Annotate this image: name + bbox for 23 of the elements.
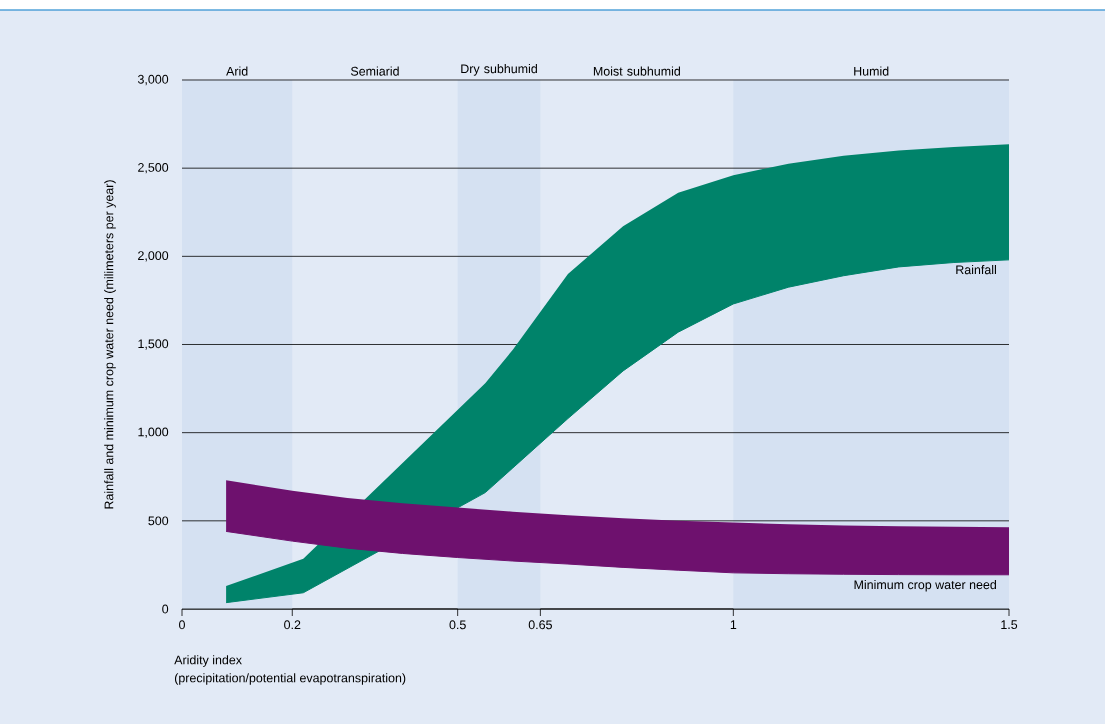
- y-axis-title: Rainfall and minimum crop water need (milimeters per year): [104, 180, 116, 509]
- y-tick-label: 3,000: [137, 74, 169, 86]
- series-label: Rainfall: [956, 265, 996, 275]
- x-tick-label: 0.65: [528, 620, 552, 630]
- y-tick-label: 0: [162, 604, 169, 614]
- y-tick-label: 1,500: [138, 339, 169, 350]
- x-tick-label: 0.2: [284, 620, 301, 630]
- x-tick-label: 1: [730, 620, 737, 629]
- band-label: Dry subhumid: [461, 64, 537, 76]
- text: Moist subhumid: [593, 66, 680, 76]
- y-tick-label: 500: [148, 516, 169, 526]
- x-tick-label: 1.5: [1001, 620, 1018, 630]
- series-label: Minimum crop water need: [854, 579, 996, 592]
- x-axis-title: Aridity index: [174, 655, 242, 667]
- x-tick-label: 0.5: [449, 620, 466, 630]
- text: (precipitation/potential evapotranspiration): [174, 673, 406, 685]
- y-tick-label: 2,500: [138, 163, 169, 174]
- band-label: Arid: [226, 66, 248, 76]
- y-tick-label: 2,000: [138, 251, 169, 262]
- band-label: Humid: [854, 66, 889, 76]
- y-tick-label: 1,000: [138, 427, 169, 438]
- text: Semiarid: [350, 66, 399, 76]
- x-tick-label: 0: [179, 620, 185, 630]
